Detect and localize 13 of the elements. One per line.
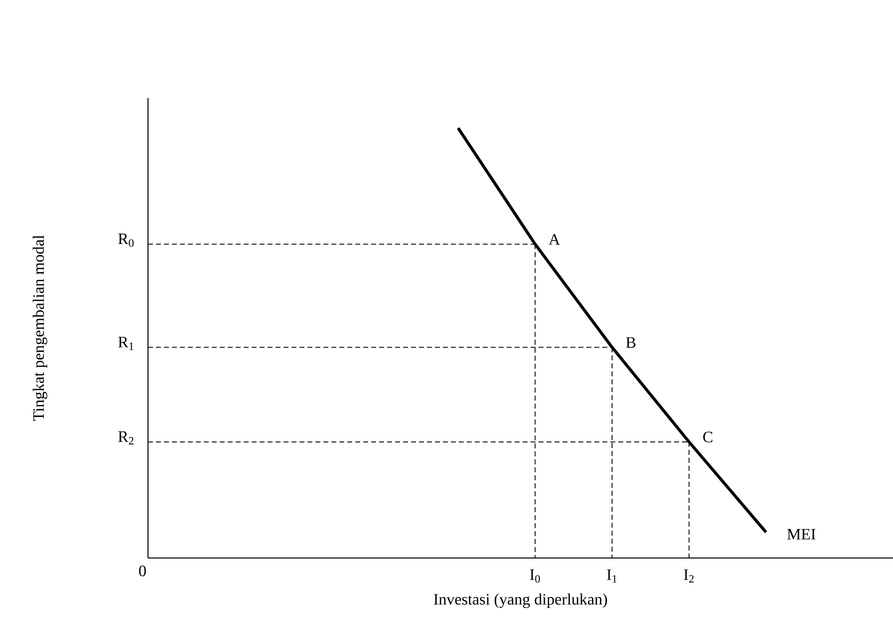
text: 0 — [139, 566, 146, 576]
ref-line-label: R$_{0}$ — [118, 234, 134, 247]
annotation: A — [548, 234, 560, 245]
ref-line-label: R$_{2}$ — [118, 431, 134, 444]
text: Tingkat pengembalian modal — [32, 235, 48, 421]
x-tick-label: I$_{1}$ — [606, 569, 617, 583]
ref-line-label: R$_{1}$ — [118, 336, 134, 350]
x-tick-label: I$_{2}$ — [684, 569, 694, 583]
annotation: B — [626, 337, 636, 348]
annotation: C — [703, 432, 712, 442]
x-axis-title: Investasi (yang diperlukan) — [434, 593, 608, 608]
series-label: MEI — [787, 528, 816, 540]
x-tick-label: I$_{0}$ — [530, 569, 540, 583]
